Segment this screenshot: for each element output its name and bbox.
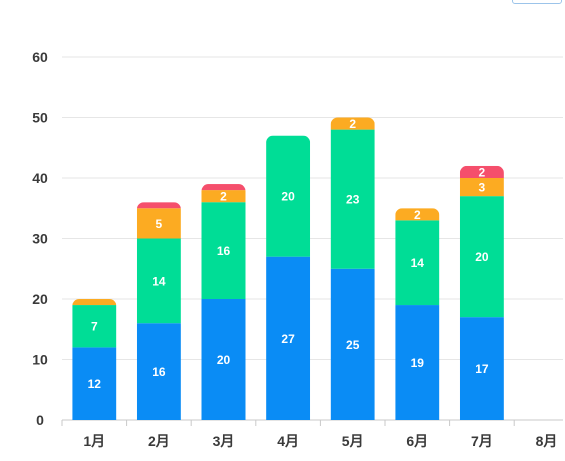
bar-stack — [72, 299, 117, 420]
bar-value-label: 17 — [475, 362, 489, 376]
bar-stack — [330, 117, 375, 420]
corner-button[interactable] — [512, 0, 562, 4]
y-tick-label: 40 — [32, 170, 48, 186]
bar-value-label: 12 — [88, 377, 102, 391]
bar-stack — [201, 184, 246, 420]
x-tick-label: 8月 — [536, 433, 558, 449]
y-axis-ticks: 0 10 20 30 40 50 60 — [32, 49, 48, 428]
bar-segment — [72, 299, 117, 306]
bar-value-labels: 12 7 16 14 5 20 16 2 27 20 25 23 2 19 14 2 17 20 3 2 — [88, 117, 489, 391]
bar-segment — [330, 129, 375, 269]
bar-value-label: 2 — [479, 165, 486, 179]
bar-value-label: 14 — [411, 256, 425, 270]
bar-value-label: 20 — [281, 190, 295, 204]
bars — [72, 117, 504, 420]
bar-segment — [136, 238, 181, 324]
bar-value-label: 5 — [156, 217, 163, 231]
x-tick-label: 4月 — [277, 433, 299, 449]
x-tick-label: 1月 — [83, 433, 105, 449]
x-tick-label: 3月 — [213, 433, 235, 449]
bar-value-label: 20 — [217, 353, 231, 367]
y-tick-label: 60 — [32, 49, 48, 65]
bar-segment — [459, 165, 504, 178]
bar-segment — [201, 184, 246, 191]
bar-segment — [330, 268, 375, 420]
bar-segment — [330, 117, 375, 130]
y-tick-label: 10 — [32, 352, 48, 368]
bar-value-label: 20 — [475, 250, 489, 264]
bar-segment — [459, 317, 504, 420]
bar-value-label: 2 — [414, 208, 421, 222]
bar-stack — [395, 208, 440, 420]
bar-segment — [395, 208, 440, 221]
x-axis-ticks: 1月 2月 3月 4月 5月 6月 7月 8月 — [61, 420, 558, 449]
bar-segment — [136, 208, 181, 239]
y-tick-label: 30 — [32, 231, 48, 247]
bar-value-label: 25 — [346, 338, 360, 352]
y-tick-label: 50 — [32, 110, 48, 126]
bar-value-label: 7 — [91, 320, 98, 334]
bar-value-label: 2 — [349, 117, 356, 131]
bar-segment — [136, 202, 181, 209]
bar-value-label: 3 — [479, 181, 486, 195]
x-tick-label: 6月 — [406, 433, 428, 449]
bar-stack — [459, 165, 504, 420]
bar-value-label: 14 — [152, 274, 166, 288]
bar-value-label: 27 — [281, 332, 295, 346]
bar-segment — [136, 323, 181, 420]
bar-value-label: 23 — [346, 193, 360, 207]
y-tick-label: 20 — [32, 291, 48, 307]
bar-segment — [201, 299, 246, 420]
y-tick-label: 0 — [36, 412, 44, 428]
bar-value-label: 2 — [220, 190, 227, 204]
bar-stack — [266, 135, 311, 420]
bar-segment — [459, 196, 504, 318]
bar-segment — [72, 347, 117, 420]
bar-value-label: 16 — [217, 244, 231, 258]
x-tick-label: 7月 — [471, 433, 493, 449]
bar-segment — [266, 135, 311, 257]
bar-value-label: 19 — [411, 356, 425, 370]
bar-segment — [266, 256, 311, 420]
x-tick-label: 2月 — [148, 433, 170, 449]
bar-segment — [395, 305, 440, 420]
bar-segment — [201, 202, 246, 299]
bar-stack — [136, 202, 181, 420]
bar-segment — [395, 220, 440, 306]
bar-segment — [201, 190, 246, 203]
bar-value-label: 16 — [152, 365, 166, 379]
x-tick-label: 5月 — [342, 433, 364, 449]
bar-segment — [459, 178, 504, 197]
bar-segment — [72, 305, 117, 348]
